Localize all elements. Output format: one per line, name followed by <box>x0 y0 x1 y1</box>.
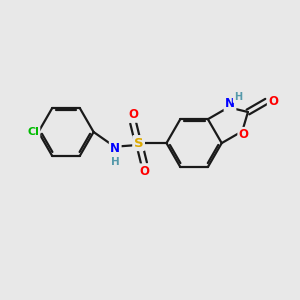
Text: H: H <box>111 157 120 167</box>
Text: O: O <box>128 108 138 122</box>
Text: H: H <box>234 92 242 102</box>
Text: Cl: Cl <box>27 127 39 137</box>
Text: O: O <box>139 165 149 178</box>
Text: S: S <box>134 136 143 150</box>
Text: N: N <box>225 97 235 110</box>
Text: O: O <box>268 95 278 108</box>
Text: N: N <box>110 142 120 155</box>
Text: O: O <box>239 128 249 141</box>
